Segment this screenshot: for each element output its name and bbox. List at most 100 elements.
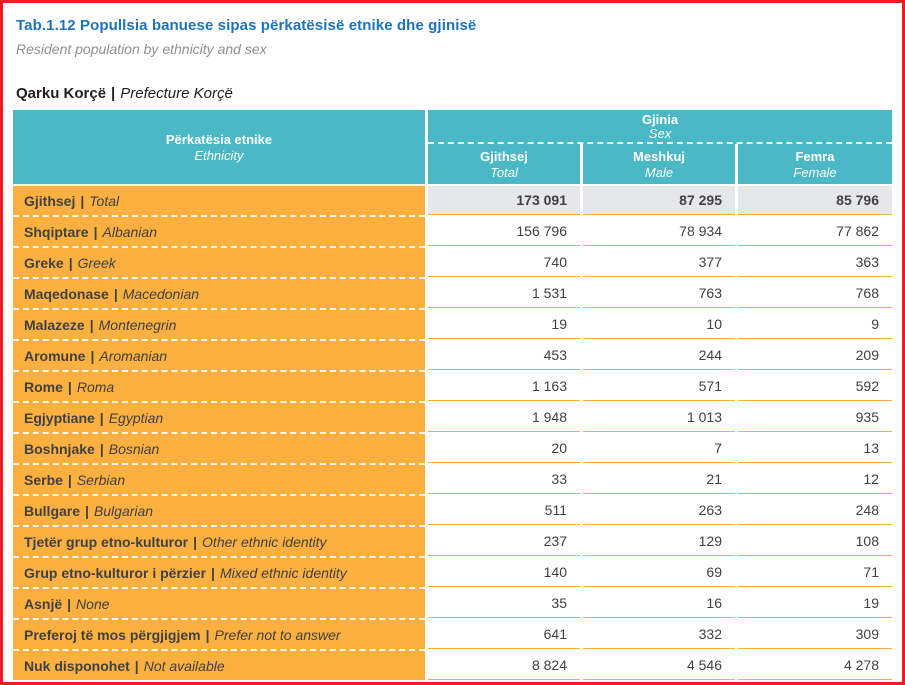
ethnicity-label-sq: Greke [24, 254, 64, 271]
table-row: Grup etno-kulturor i përzier | Mixed ethni… [13, 556, 892, 587]
table-row: Preferoj të mos përgjigjem | Prefer not to… [13, 618, 892, 649]
ethnicity-label-sq: Asnjë [24, 595, 63, 612]
page-subtitle: Resident population by ethnicity and sex [16, 41, 267, 57]
female-value-cell: 248 [738, 494, 892, 525]
column-header-female-sq: Femra [795, 148, 835, 164]
ethnicity-label-en: Other ethnic identity [202, 533, 327, 550]
ethnicity-cell: Preferoj të mos përgjigjem | Prefer not to… [13, 618, 425, 649]
table-header: Përkatësia etnike Ethnicity Gjinia Sex G… [13, 110, 892, 184]
ethnicity-header-sq: Përkatësia etnike [165, 131, 273, 147]
table-row: Gjithsej | Total 173 091 87 295 85 796 [13, 184, 892, 215]
female-value-cell: 592 [738, 370, 892, 401]
table-row: Aromune | Aromanian 453 244 209 [13, 339, 892, 370]
column-header-female: Femra Female [738, 144, 892, 184]
ethnicity-label-en: Roma [76, 378, 115, 395]
region-name-sq: Qarku Korçë [16, 85, 107, 102]
page-title: Tab.1.12 Popullsia banuese sipas përkatë… [16, 17, 477, 34]
total-value-cell: 19 [428, 308, 580, 339]
table-row: Shqiptare | Albanian 156 796 78 934 77 862 [13, 215, 892, 246]
female-value-cell: 768 [738, 277, 892, 308]
ethnicity-label-sq: Serbe [24, 471, 63, 488]
ethnicity-cell: Greke | Greek [13, 246, 425, 277]
ethnicity-label-sq: Preferoj të mos përgjigjem [24, 626, 201, 643]
column-header-total-en: Total [490, 164, 518, 180]
total-value-cell: 1 531 [428, 277, 580, 308]
region-line: Qarku Korçë | Prefecture Korçë [16, 85, 892, 102]
male-value-cell: 244 [583, 339, 735, 370]
ethnicity-label-sq: Rome [24, 378, 63, 395]
table-row: Malazeze | Montenegrin 19 10 9 [13, 308, 892, 339]
column-header-female-en: Female [793, 164, 837, 180]
table-row: Bullgare | Bulgarian 511 263 248 [13, 494, 892, 525]
ethnicity-label-en: Bosnian [108, 440, 160, 457]
ethnicity-cell: Egjyptiane | Egyptian [13, 401, 425, 432]
column-header-male-en: Male [644, 164, 674, 180]
ethnicity-cell: Maqedonase | Macedonian [13, 277, 425, 308]
label-separator: | [205, 626, 210, 643]
ethnicity-label-sq: Shqiptare [24, 223, 89, 240]
male-value-cell: 763 [583, 277, 735, 308]
total-value-cell: 8 824 [428, 649, 580, 680]
ethnicity-cell: Grup etno-kulturor i përzier | Mixed ethni… [13, 556, 425, 587]
ethnicity-label-sq: Gjithsej [24, 192, 76, 209]
female-value-cell: 4 278 [738, 649, 892, 680]
ethnicity-cell: Nuk disponohet | Not available [13, 649, 425, 680]
ethnicity-label-sq: Boshnjake [24, 440, 95, 457]
label-separator: | [67, 471, 72, 488]
label-separator: | [113, 285, 118, 302]
label-separator: | [211, 564, 215, 581]
label-separator: | [93, 223, 98, 240]
gender-header-cell: Gjinia Sex [428, 110, 892, 144]
total-value-cell: 1 163 [428, 370, 580, 401]
male-value-cell: 87 295 [583, 184, 735, 215]
ethnicity-cell: Gjithsej | Total [13, 184, 425, 215]
table-row: Maqedonase | Macedonian 1 531 763 768 [13, 277, 892, 308]
table-row: Nuk disponohet | Not available 8 824 4 546 4 … [13, 649, 892, 680]
label-separator: | [68, 254, 73, 271]
table-row: Boshnjake | Bosnian 20 7 13 [13, 432, 892, 463]
column-header-total-sq: Gjithsej [480, 148, 528, 164]
ethnicity-label-en: Serbian [76, 471, 126, 488]
total-value-cell: 140 [428, 556, 580, 587]
table-row: Greke | Greek 740 377 363 [13, 246, 892, 277]
table-row: Rome | Roma 1 163 571 592 [13, 370, 892, 401]
ethnicity-label-en: Egyptian [108, 409, 164, 426]
female-value-cell: 13 [738, 432, 892, 463]
page-content: Tab.1.12 Popullsia banuese sipas përkatë… [13, 17, 892, 680]
male-value-cell: 1 013 [583, 401, 735, 432]
ethnicity-header-en: Ethnicity [194, 147, 244, 163]
ethnicity-label-en: None [76, 595, 110, 612]
table-row: Egjyptiane | Egyptian 1 948 1 013 935 [13, 401, 892, 432]
label-separator: | [67, 378, 72, 395]
female-value-cell: 209 [738, 339, 892, 370]
total-value-cell: 511 [428, 494, 580, 525]
male-value-cell: 263 [583, 494, 735, 525]
ethnicity-label-sq: Maqedonase [24, 285, 109, 302]
column-header-male: Meshkuj Male [583, 144, 735, 184]
ethnicity-label-en: Aromanian [99, 347, 168, 364]
region-separator: | [111, 85, 116, 102]
female-value-cell: 85 796 [738, 184, 892, 215]
ethnicity-label-sq: Aromune [24, 347, 86, 364]
ethnicity-label-en: Macedonian [122, 285, 200, 302]
column-header-male-sq: Meshkuj [632, 148, 685, 164]
ethnicity-label-sq: Bullgare [24, 502, 81, 519]
table-row: Tjetër grup etno-kulturor | Other ethnic i… [13, 525, 892, 556]
population-table: Përkatësia etnike Ethnicity Gjinia Sex G… [13, 110, 892, 680]
ethnicity-label-sq: Tjetër grup etno-kulturor [24, 533, 189, 550]
male-value-cell: 332 [583, 618, 735, 649]
ethnicity-label-en: Mixed ethnic identity [219, 564, 347, 581]
female-value-cell: 935 [738, 401, 892, 432]
total-value-cell: 740 [428, 246, 580, 277]
label-separator: | [89, 316, 94, 333]
total-value-cell: 453 [428, 339, 580, 370]
ethnicity-label-en: Prefer not to answer [214, 626, 341, 643]
female-value-cell: 363 [738, 246, 892, 277]
ethnicity-cell: Tjetër grup etno-kulturor | Other ethnic i… [13, 525, 425, 556]
ethnicity-label-en: Bulgarian [93, 502, 154, 519]
female-value-cell: 108 [738, 525, 892, 556]
total-value-cell: 35 [428, 587, 580, 618]
ethnicity-header-cell: Përkatësia etnike Ethnicity [13, 110, 425, 184]
total-value-cell: 173 091 [428, 184, 580, 215]
